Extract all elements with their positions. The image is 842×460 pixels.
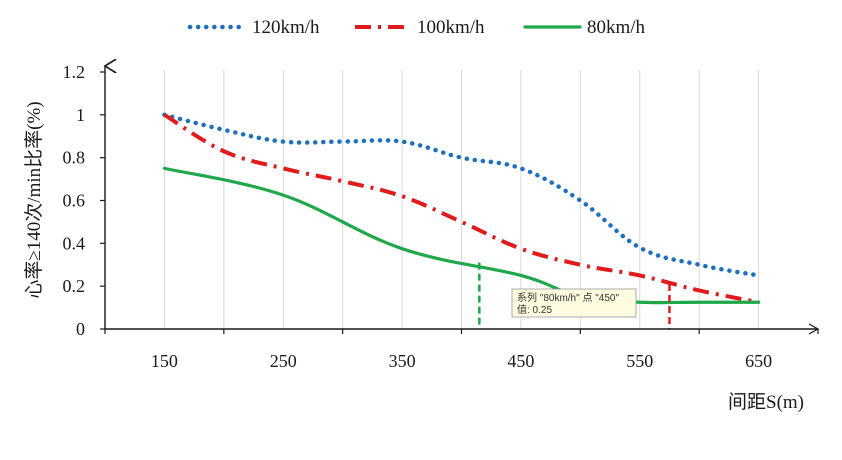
tick-labels: 0 0.2 0.4 0.6 0.8 1 1.2 150 250 350 450 550 650: [63, 62, 773, 371]
tooltip-line-1: 系列 "80km/h" 点 "450": [517, 291, 619, 304]
series-line-100km-h: [163, 113, 759, 305]
x-tick-label: 550: [626, 351, 653, 371]
legend-label-100km-h: 100km/h: [417, 17, 485, 38]
x-axis-title: 间距S(m): [728, 391, 804, 413]
legend[interactable]: 120km/h 100km/h 80km/h: [187, 17, 646, 38]
y-tick-label: 0.8: [63, 148, 86, 168]
marker-layer: [478, 262, 671, 329]
series-line-120km-h: [162, 112, 761, 278]
tooltip-line-2: 值: 0.25: [517, 303, 552, 316]
y-tick-label: 0.6: [63, 191, 86, 211]
x-tick-label: 350: [389, 351, 416, 371]
legend-label-120km-h: 120km/h: [252, 17, 320, 38]
y-tick-label: 1.2: [63, 62, 86, 82]
x-tick-label: 250: [270, 351, 297, 371]
y-tick-label: 0.4: [63, 233, 86, 253]
data-tooltip: 系列 "80km/h" 点 "450" 值: 0.25: [511, 288, 637, 318]
axes: [100, 66, 820, 335]
series-layer: [162, 112, 761, 305]
y-axis-title: 心率≥140次/min比率(%): [23, 101, 45, 298]
legend-label-80km-h: 80km/h: [587, 17, 646, 38]
grid-lines: [163, 70, 760, 329]
x-tick-label: 150: [151, 351, 178, 371]
tooltip-box: [511, 288, 637, 318]
y-tick-label: 1: [76, 105, 85, 125]
y-tick-label: 0: [76, 319, 85, 339]
y-tick-label: 0.2: [63, 276, 86, 296]
series-line-80km-h: [162, 166, 761, 305]
x-tick-label: 650: [745, 351, 772, 371]
x-tick-label: 450: [507, 351, 534, 371]
